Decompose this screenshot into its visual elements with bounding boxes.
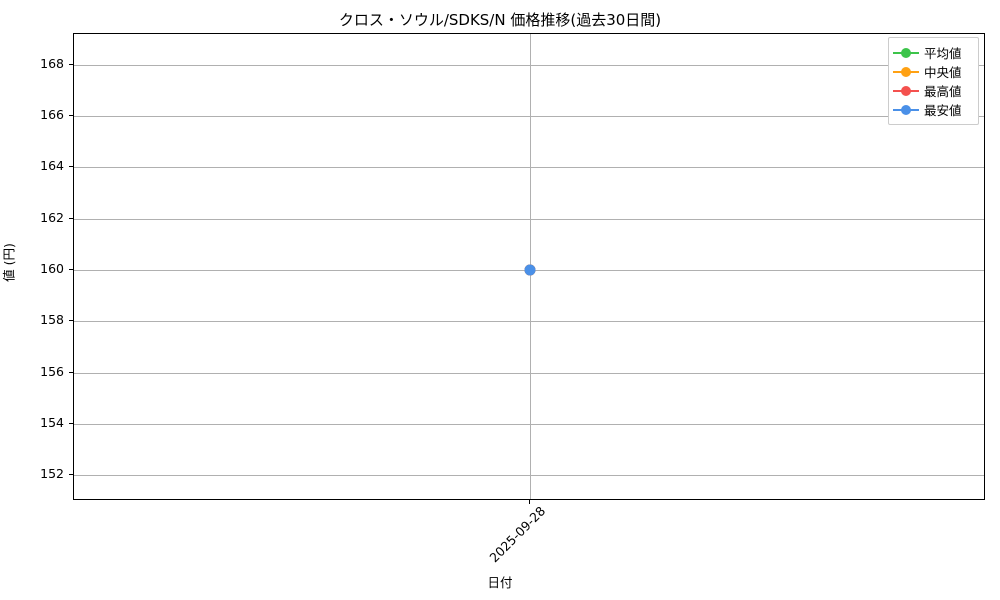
legend-label: 最安値 [924, 103, 962, 118]
y-tick-label: 154 [40, 415, 64, 431]
legend-marker-icon [893, 66, 919, 77]
y-tick-label: 158 [40, 312, 64, 328]
y-tick-mark [69, 474, 73, 476]
legend-label: 最高値 [924, 84, 962, 99]
legend-item[interactable]: 中央値 [893, 62, 973, 81]
x-tick-label: 2025-09-28 [486, 503, 549, 566]
legend-label: 平均値 [924, 46, 962, 61]
x-axis-label: 日付 [487, 575, 513, 590]
y-tick-label: 168 [40, 55, 64, 71]
y-tick-mark [69, 217, 73, 219]
legend-item[interactable]: 最高値 [893, 81, 973, 100]
y-tick-mark [69, 166, 73, 168]
y-gridline [74, 424, 984, 426]
y-gridline [74, 167, 984, 169]
legend-item[interactable]: 平均値 [893, 43, 973, 62]
chart-title: クロス・ソウル/SDKS/N 価格推移(過去30日間) [338, 11, 662, 29]
y-tick-mark [69, 423, 73, 425]
y-tick-mark [69, 371, 73, 373]
y-tick-mark [69, 269, 73, 271]
legend-item[interactable]: 最安値 [893, 100, 973, 119]
y-tick-mark [69, 115, 73, 117]
y-gridline [74, 116, 984, 118]
y-tick-label: 166 [40, 107, 64, 123]
x-tick-mark [529, 500, 530, 504]
y-tick-mark [69, 320, 73, 322]
y-tick-label: 156 [40, 363, 64, 379]
chart-legend: 平均値中央値最高値最安値 [888, 37, 979, 125]
y-tick-label: 164 [40, 158, 64, 174]
y-tick-mark [69, 63, 73, 65]
legend-marker-icon [893, 104, 919, 115]
y-gridline [74, 218, 984, 220]
y-tick-label: 162 [40, 209, 64, 225]
y-tick-label: 152 [40, 466, 64, 482]
data-point-marker [524, 264, 536, 276]
y-gridline [74, 321, 984, 323]
y-tick-label: 160 [40, 261, 64, 277]
y-axis-label: 値 (円) [1, 243, 17, 282]
y-gridline [74, 64, 984, 66]
y-gridline [74, 475, 984, 477]
legend-marker-icon [893, 47, 919, 58]
legend-marker-icon [893, 85, 919, 96]
y-gridline [74, 372, 984, 374]
plot-area [73, 33, 985, 500]
legend-label: 中央値 [924, 65, 962, 80]
